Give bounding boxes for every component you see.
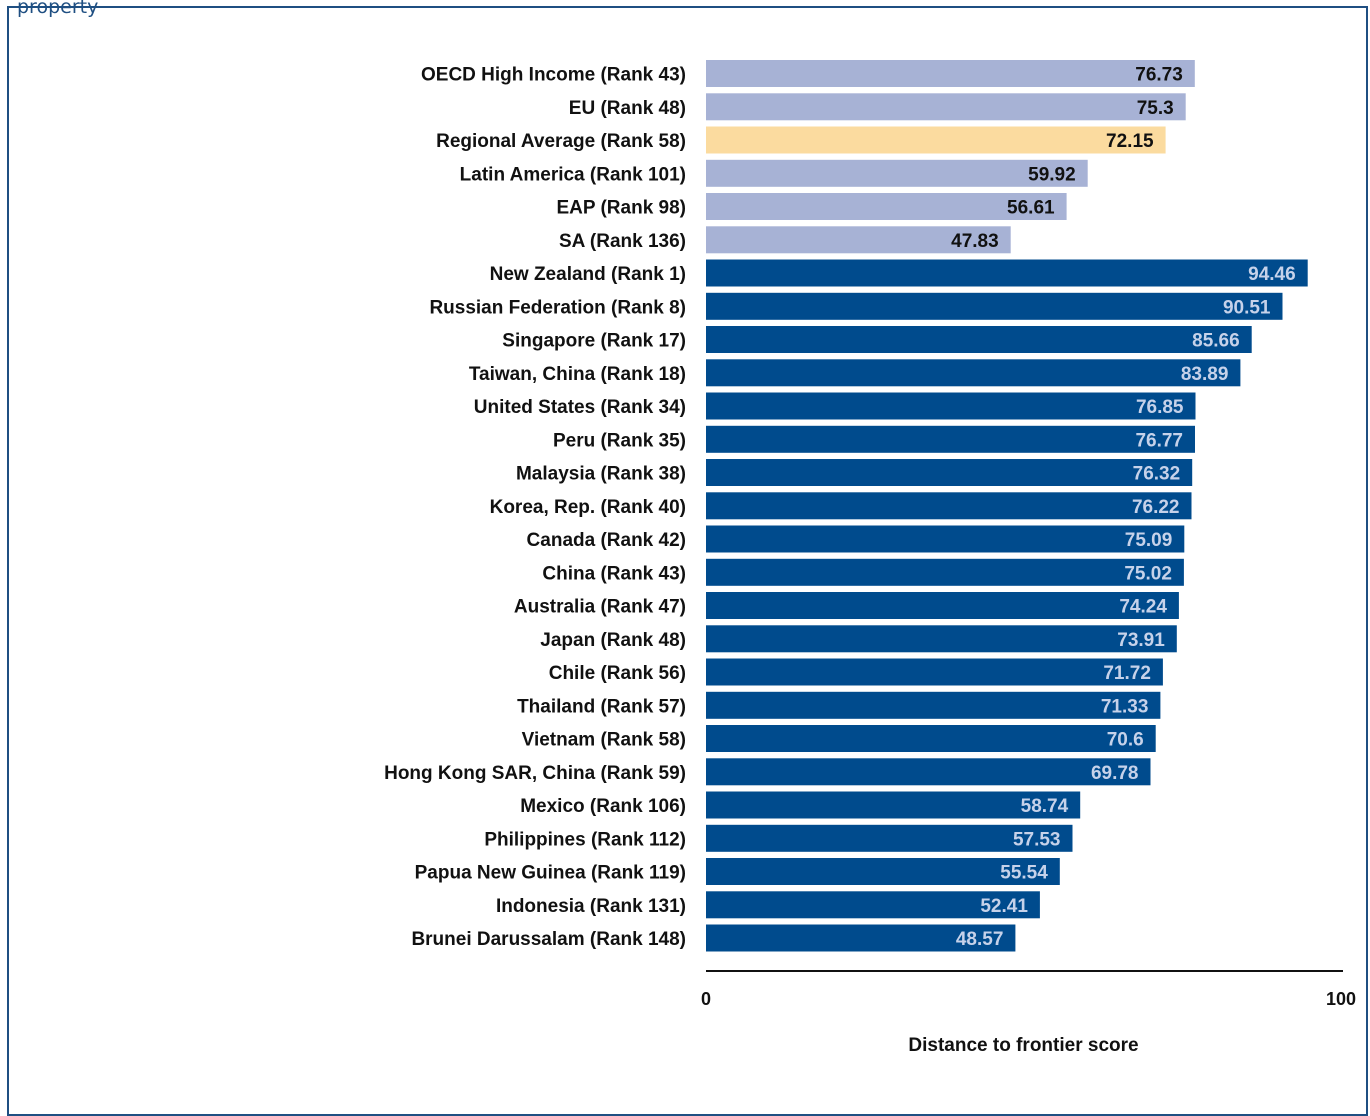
value-label: 52.41 xyxy=(980,896,1028,917)
category-label: Peru (Rank 35) xyxy=(553,430,686,451)
bar xyxy=(706,924,1016,952)
value-labels-group: 76.73 75.3 72.15 59.92 56.61 47.83 94.46 90.51 8… xyxy=(951,65,1296,951)
bar xyxy=(706,592,1179,619)
bar xyxy=(706,558,1184,586)
bar xyxy=(706,159,1088,187)
bars-group xyxy=(706,60,1308,952)
bar xyxy=(706,824,1073,852)
bar xyxy=(706,791,1081,819)
bar xyxy=(706,425,1195,453)
value-label: 75.3 xyxy=(1137,98,1174,119)
category-label: Taiwan, China (Rank 18) xyxy=(469,364,686,385)
bar xyxy=(706,492,1192,520)
figure-caption: property xyxy=(17,0,99,18)
value-label: 83.89 xyxy=(1181,364,1229,385)
value-label: 71.72 xyxy=(1103,663,1151,684)
value-label: 75.09 xyxy=(1125,530,1173,551)
value-label: 59.92 xyxy=(1028,164,1076,185)
category-label: China (Rank 43) xyxy=(542,563,686,584)
value-label: 75.02 xyxy=(1124,563,1172,584)
value-label: 76.77 xyxy=(1135,430,1183,451)
category-label: Papua New Guinea (Rank 119) xyxy=(415,863,686,884)
bar xyxy=(706,725,1156,752)
category-label: Japan (Rank 48) xyxy=(540,630,686,651)
category-label: EAP (Rank 98) xyxy=(556,198,686,219)
category-label: New Zealand (Rank 1) xyxy=(490,264,686,285)
bar xyxy=(706,525,1185,553)
category-label: EU (Rank 48) xyxy=(569,98,686,119)
category-label: Singapore (Rank 17) xyxy=(502,331,686,352)
bar xyxy=(706,658,1163,686)
value-label: 74.24 xyxy=(1119,597,1167,618)
category-label: Malaysia (Rank 38) xyxy=(516,464,686,485)
category-label: SA (Rank 136) xyxy=(559,231,686,252)
category-label: Australia (Rank 47) xyxy=(514,597,686,618)
bar xyxy=(706,891,1040,919)
value-label: 56.61 xyxy=(1007,198,1055,219)
value-label: 94.46 xyxy=(1248,264,1296,285)
value-label: 76.22 xyxy=(1132,497,1180,518)
value-label: 90.51 xyxy=(1223,297,1271,318)
category-label: Chile (Rank 56) xyxy=(549,663,686,684)
value-label: 70.6 xyxy=(1107,730,1144,751)
value-label: 47.83 xyxy=(951,231,999,252)
value-label: 76.85 xyxy=(1136,397,1184,418)
bar xyxy=(706,259,1308,287)
x-tick-label-min: 0 xyxy=(701,989,711,1009)
x-axis-title: Distance to frontier score xyxy=(908,1035,1138,1056)
value-label: 76.73 xyxy=(1135,65,1183,86)
category-label: OECD High Income (Rank 43) xyxy=(421,65,686,86)
category-label: Brunei Darussalam (Rank 148) xyxy=(411,929,686,950)
category-label: Russian Federation (Rank 8) xyxy=(429,297,686,318)
bar xyxy=(706,93,1186,121)
value-label: 57.53 xyxy=(1013,829,1061,850)
bar xyxy=(706,359,1241,387)
value-label: 58.74 xyxy=(1021,796,1069,817)
bar xyxy=(706,326,1252,353)
bar xyxy=(706,126,1166,154)
category-label: Vietnam (Rank 58) xyxy=(522,730,686,751)
category-label: Indonesia (Rank 131) xyxy=(496,896,686,917)
value-label: 55.54 xyxy=(1000,863,1048,884)
category-label: Philippines (Rank 112) xyxy=(484,829,686,850)
category-label: Latin America (Rank 101) xyxy=(460,164,686,185)
bar xyxy=(706,858,1060,885)
value-label: 48.57 xyxy=(956,929,1004,950)
value-label: 69.78 xyxy=(1091,763,1139,784)
category-label: Korea, Rep. (Rank 40) xyxy=(490,497,686,518)
bar xyxy=(706,226,1011,254)
value-label: 73.91 xyxy=(1117,630,1165,651)
value-label: 71.33 xyxy=(1101,696,1149,717)
category-labels-group: OECD High Income (Rank 43) EU (Rank 48) Re… xyxy=(384,65,686,951)
bar xyxy=(706,758,1151,786)
category-label: Canada (Rank 42) xyxy=(527,530,686,551)
category-label: Regional Average (Rank 58) xyxy=(436,131,686,152)
bar xyxy=(706,193,1067,220)
bar xyxy=(706,691,1161,719)
category-label: Hong Kong SAR, China (Rank 59) xyxy=(384,763,686,784)
bar xyxy=(706,60,1195,87)
category-label: United States (Rank 34) xyxy=(474,397,686,418)
bar xyxy=(706,292,1283,320)
bar xyxy=(706,459,1193,486)
value-label: 85.66 xyxy=(1192,331,1240,352)
value-label: 76.32 xyxy=(1133,464,1181,485)
x-tick-label-max: 100 xyxy=(1326,989,1356,1009)
category-label: Thailand (Rank 57) xyxy=(517,696,686,717)
value-label: 72.15 xyxy=(1106,131,1154,152)
category-label: Mexico (Rank 106) xyxy=(520,796,686,817)
bar xyxy=(706,625,1177,653)
bar xyxy=(706,392,1196,420)
